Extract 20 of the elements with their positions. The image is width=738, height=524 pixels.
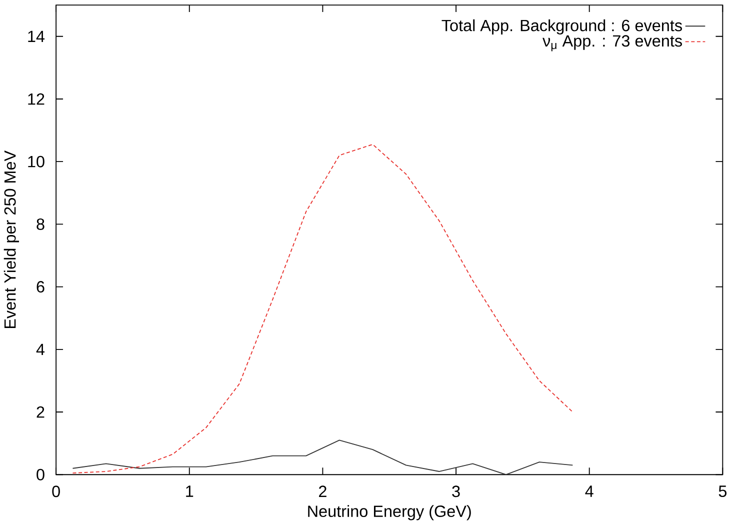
y-tick-label: 2 [36, 406, 44, 418]
y-axis-title: Event Yield per 250 MeV [4, 150, 19, 328]
y-tick-label: 12 [28, 93, 44, 105]
y-tick-label: 10 [28, 156, 44, 168]
y-tick-label: 4 [36, 344, 45, 355]
line-series [72, 144, 574, 474]
x-tick-label: 5 [718, 486, 726, 497]
x-tick-label: 4 [585, 486, 594, 497]
legend-label: ν$_{μ}$ App. : 73 events [542, 35, 682, 52]
legend-label: Total App. Background : 6 events [442, 19, 682, 34]
line-series [72, 440, 574, 475]
y-tick-label: 6 [36, 281, 44, 293]
y-tick-label: 14 [28, 30, 45, 42]
x-tick-label: 0 [52, 486, 60, 498]
y-tick-label: 8 [36, 218, 44, 230]
x-tick-label: 3 [452, 486, 460, 498]
x-tick-label: 2 [319, 486, 326, 497]
x-tick-label: 1 [186, 486, 194, 497]
y-tick-label: 0 [36, 468, 44, 480]
x-axis-title: Neutrino Energy (GeV) [308, 505, 471, 520]
